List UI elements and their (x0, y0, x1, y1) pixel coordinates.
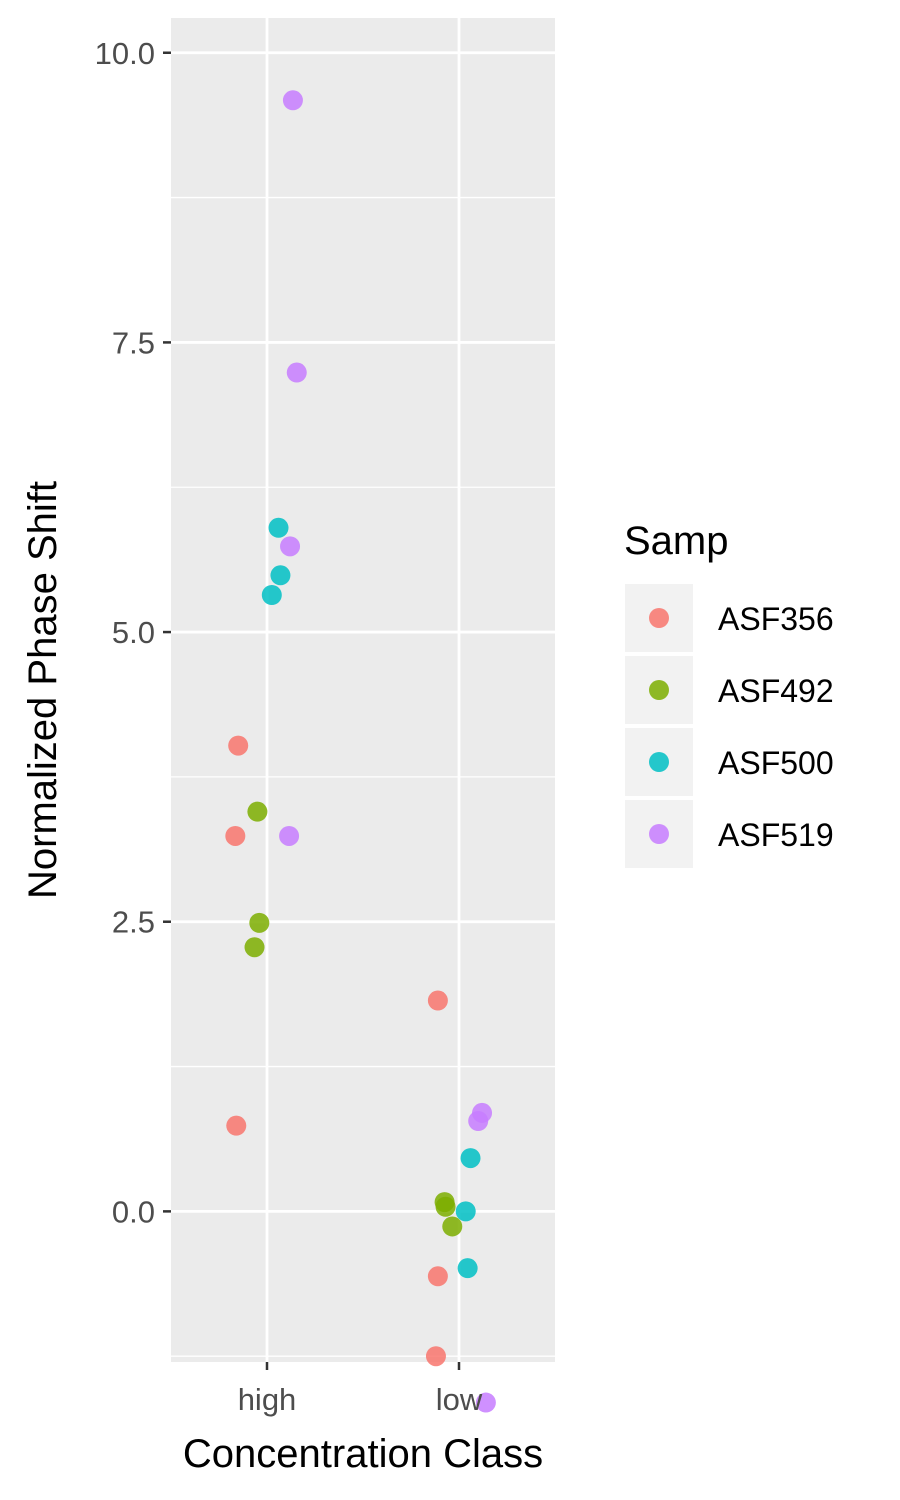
legend: Samp ASF356 ASF492 ASF500 ASF519 (624, 519, 834, 868)
data-point-asf492 (442, 1216, 463, 1237)
data-point-asf356 (226, 1115, 247, 1136)
plot-panel (171, 18, 555, 1362)
data-point-asf519 (282, 90, 303, 111)
data-points (225, 90, 496, 1413)
legend-label: ASF519 (718, 817, 834, 853)
legend-swatch-asf500 (649, 752, 669, 772)
x-axis: high low (238, 1362, 483, 1417)
y-tick-label: 2.5 (112, 905, 155, 940)
data-point-asf356 (427, 1266, 448, 1287)
y-axis: 0.0 2.5 5.0 7.5 10.0 (95, 36, 171, 1229)
y-tick-label: 0.0 (112, 1194, 155, 1229)
data-point-asf356 (225, 825, 246, 846)
data-point-asf500 (457, 1258, 478, 1279)
legend-swatch-asf356 (649, 608, 669, 628)
data-point-asf356 (425, 1346, 446, 1367)
legend-label: ASF356 (718, 601, 834, 637)
data-point-asf500 (455, 1201, 476, 1222)
x-tick-label: low (436, 1382, 483, 1417)
data-point-asf500 (268, 517, 289, 538)
y-axis-title: Normalized Phase Shift (21, 481, 65, 899)
data-point-asf356 (427, 990, 448, 1011)
x-axis-title: Concentration Class (183, 1432, 543, 1476)
y-tick-label: 10.0 (95, 36, 155, 71)
data-point-asf519 (475, 1392, 496, 1413)
data-point-asf519 (468, 1111, 489, 1132)
legend-items: ASF356 ASF492 ASF500 ASF519 (625, 584, 834, 868)
y-tick-label: 7.5 (112, 325, 155, 360)
data-point-asf519 (279, 825, 300, 846)
x-tick-label: high (238, 1382, 297, 1417)
data-point-asf500 (270, 565, 291, 586)
data-point-asf500 (460, 1148, 481, 1169)
legend-title: Samp (624, 519, 729, 563)
data-point-asf492 (247, 801, 268, 822)
legend-label: ASF492 (718, 673, 834, 709)
gridlines (171, 18, 555, 1362)
data-point-asf492 (249, 912, 270, 933)
data-point-asf519 (280, 536, 301, 557)
data-point-asf492 (435, 1196, 456, 1217)
legend-swatch-asf519 (649, 824, 669, 844)
data-point-asf356 (228, 735, 249, 756)
data-point-asf492 (244, 937, 265, 958)
legend-label: ASF500 (718, 745, 834, 781)
data-point-asf500 (261, 584, 282, 605)
data-point-asf519 (286, 362, 307, 383)
y-tick-label: 5.0 (112, 615, 155, 650)
legend-swatch-asf492 (649, 680, 669, 700)
